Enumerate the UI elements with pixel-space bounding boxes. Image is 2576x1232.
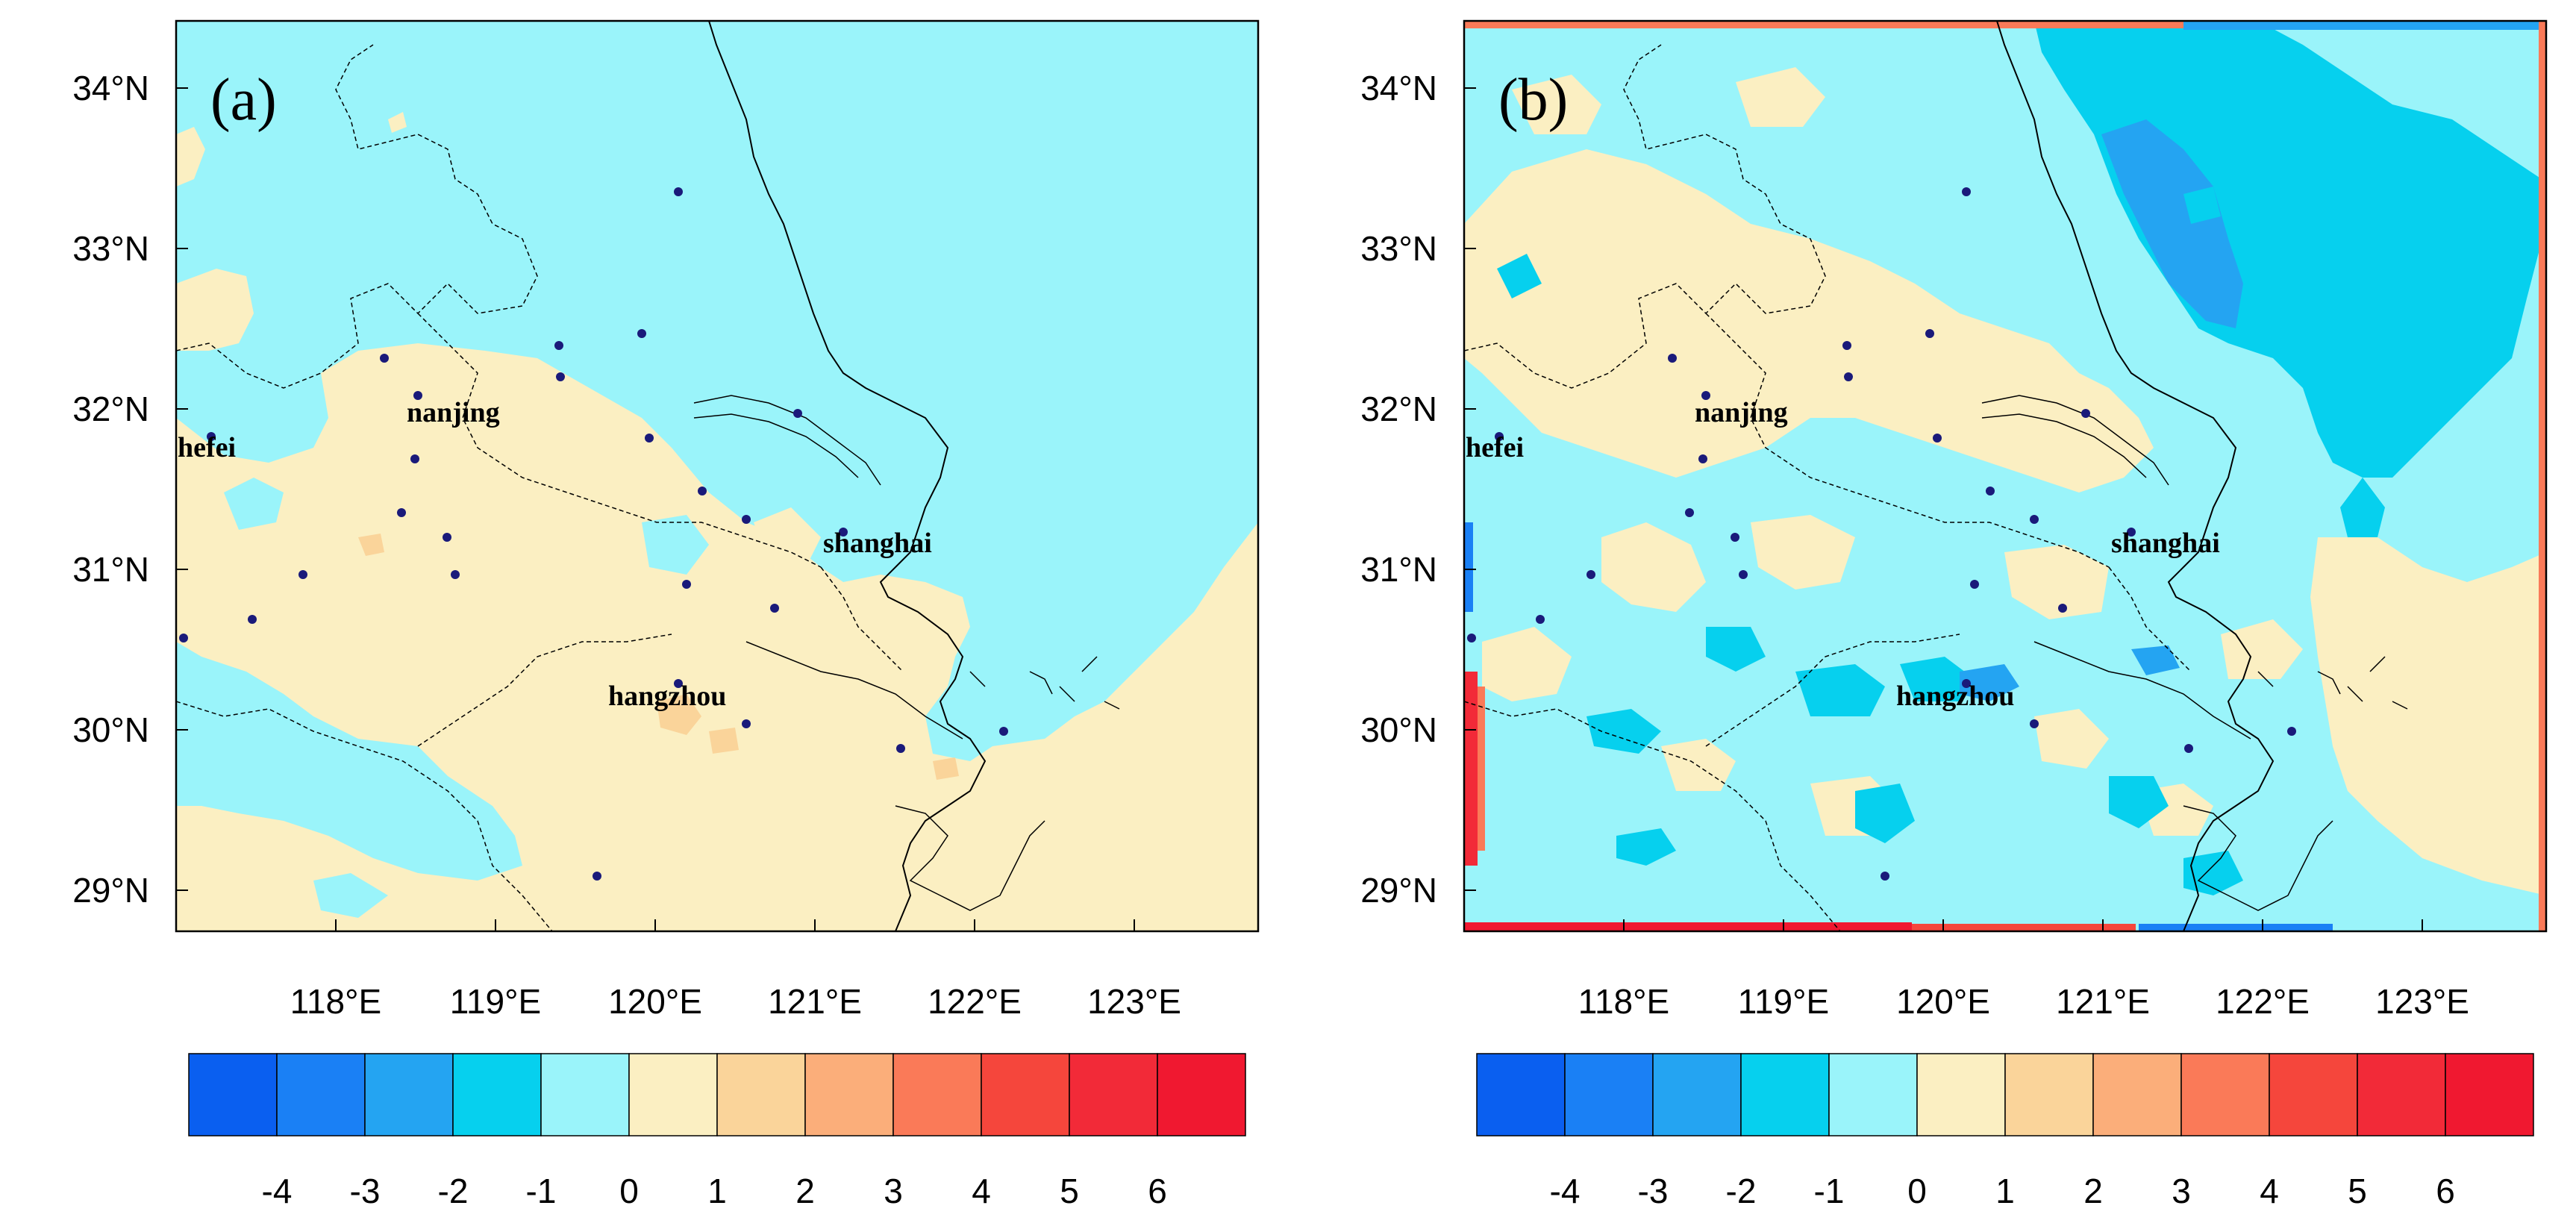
longitude-axis: 118°E 119°E 120°E 121°E 122°E 123°E <box>290 919 1181 1021</box>
colorbar-label: -1 <box>1814 1172 1845 1210</box>
lat-tick-label: 29°N <box>1360 871 1437 910</box>
lat-tick-label: 34°N <box>1360 69 1437 107</box>
colorbar-label: 6 <box>1148 1172 1167 1210</box>
colorbar-label: -3 <box>350 1172 381 1210</box>
map-frame <box>175 19 1260 933</box>
colorbar-label: -4 <box>262 1172 293 1210</box>
city-label-hefei: hefei <box>1466 432 1524 463</box>
lon-tick-label: 120°E <box>1896 982 1990 1021</box>
colorbar-label: 4 <box>972 1172 991 1210</box>
city-label-nanjing: nanjing <box>407 397 500 428</box>
lat-tick-label: 31°N <box>72 550 149 589</box>
city-label-nanjing: nanjing <box>1695 397 1788 428</box>
lat-tick-label: 30°N <box>1360 710 1437 749</box>
colorbar-label: 2 <box>795 1172 815 1210</box>
colorbar-label: -2 <box>1726 1172 1757 1210</box>
colorbar-label: 1 <box>1995 1172 2015 1210</box>
lat-tick-label: 33°N <box>1360 229 1437 268</box>
latitude-axis: 34°N 33°N 32°N 31°N 30°N 29°N <box>1360 69 1476 910</box>
lon-tick-label: 122°E <box>928 982 1022 1021</box>
lon-tick-label: 119°E <box>1738 982 1829 1021</box>
colorbar-label: 3 <box>884 1172 903 1210</box>
station-markers <box>1467 187 2296 881</box>
lat-tick-label: 33°N <box>72 229 149 268</box>
contour-field <box>1464 21 2546 931</box>
longitude-axis: 118°E 119°E 120°E 121°E 122°E 123°E <box>1578 919 2469 1021</box>
coastline-lines <box>1464 21 2408 931</box>
city-label-hangzhou: hangzhou <box>1896 681 2014 712</box>
city-label-hefei: hefei <box>178 432 236 463</box>
lon-tick-label: 121°E <box>768 982 862 1021</box>
colorbar: -4 -3 -2 -1 0 1 2 3 4 5 6 <box>188 1053 1246 1210</box>
colorbar-label: 1 <box>707 1172 727 1210</box>
lat-tick-label: 32°N <box>72 390 149 428</box>
lon-tick-label: 122°E <box>2216 982 2310 1021</box>
colorbar-label: 2 <box>2083 1172 2103 1210</box>
colorbar-label: 5 <box>1060 1172 1079 1210</box>
city-label-shanghai: shanghai <box>823 528 932 559</box>
lon-tick-label: 123°E <box>2375 982 2469 1021</box>
colorbar-label: 6 <box>2436 1172 2455 1210</box>
lat-tick-label: 31°N <box>1360 550 1437 589</box>
city-label-hangzhou: hangzhou <box>608 681 726 712</box>
coastline-lines <box>176 21 1120 931</box>
lon-tick-label: 123°E <box>1087 982 1181 1021</box>
colorbar-label: 4 <box>2260 1172 2279 1210</box>
city-label-shanghai: shanghai <box>2111 528 2220 559</box>
colorbar-label: 0 <box>1907 1172 1927 1210</box>
lon-tick-label: 121°E <box>2056 982 2150 1021</box>
latitude-axis: 34°N 33°N 32°N 31°N 30°N 29°N <box>72 69 188 910</box>
panel-label: (b) <box>1498 67 1568 133</box>
map-panel-a: 34°N 33°N 32°N 31°N 30°N 29°N 118°E 119°… <box>0 0 1288 1228</box>
panel-label: (a) <box>210 67 277 133</box>
map-panel-b: 34°N 33°N 32°N 31°N 30°N 29°N 118°E 119°… <box>1288 0 2576 1228</box>
colorbar: -4 -3 -2 -1 0 1 2 3 4 5 6 <box>1476 1053 2534 1210</box>
lon-tick-label: 118°E <box>1578 982 1669 1021</box>
colorbar-label: -2 <box>438 1172 469 1210</box>
colorbar-label: -4 <box>1550 1172 1581 1210</box>
lat-tick-label: 34°N <box>72 69 149 107</box>
colorbar-label: 0 <box>619 1172 639 1210</box>
lon-tick-label: 120°E <box>608 982 702 1021</box>
map-frame <box>1463 19 2548 933</box>
colorbar-label: -3 <box>1638 1172 1669 1210</box>
colorbar-label: 5 <box>2348 1172 2367 1210</box>
lat-tick-label: 32°N <box>1360 390 1437 428</box>
contour-field <box>176 21 1258 931</box>
colorbar-label: 3 <box>2172 1172 2191 1210</box>
lat-tick-label: 30°N <box>72 710 149 749</box>
lon-tick-label: 119°E <box>450 982 541 1021</box>
colorbar-label: -1 <box>526 1172 557 1210</box>
station-markers <box>179 187 1008 881</box>
lon-tick-label: 118°E <box>290 982 381 1021</box>
lat-tick-label: 29°N <box>72 871 149 910</box>
